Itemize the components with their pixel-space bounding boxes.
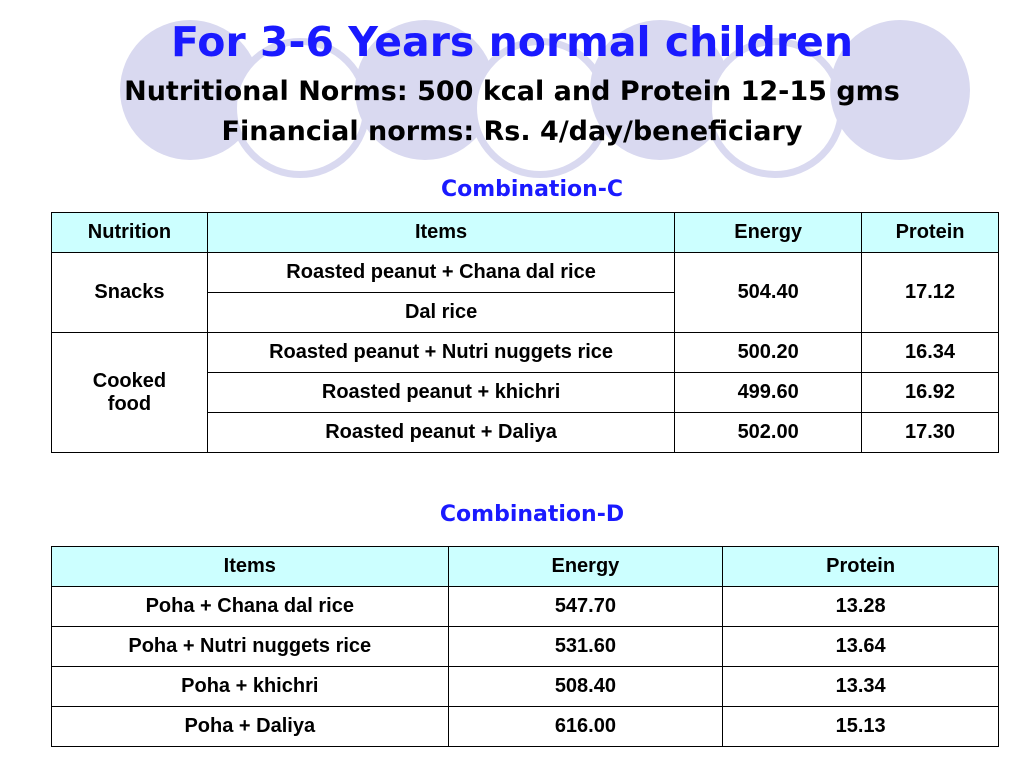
table-row: Snacks Roasted peanut + Chana dal rice 5… <box>51 252 999 333</box>
nutrition-cell: Snacks <box>51 252 208 333</box>
protein-cell: 16.34 <box>861 332 999 373</box>
table-row: Dal rice <box>52 292 999 333</box>
combination-c-heading: Combination-C <box>440 177 624 202</box>
financial-norms: Financial norms: Rs. 4/day/beneficiary <box>221 116 803 147</box>
page-title: For 3-6 Years normal children <box>170 18 854 66</box>
table-row: Roasted peanut + Daliya 502.00 17.30 <box>52 412 999 453</box>
protein-cell: 13.34 <box>722 666 999 707</box>
item-cell: Roasted peanut + Chana dal rice <box>206 252 676 293</box>
item-cell: Poha + Nutri nuggets rice <box>51 626 449 667</box>
item-cell: Poha + khichri <box>51 666 449 707</box>
item-cell: Roasted peanut + khichri <box>206 372 676 413</box>
protein-cell: 16.92 <box>861 372 999 413</box>
column-header: Items <box>206 212 676 253</box>
nutritional-norms: Nutritional Norms: 500 kcal and Protein … <box>124 76 900 107</box>
table-row: Poha + Chana dal rice 547.70 13.28 <box>51 586 999 627</box>
energy-cell: 508.40 <box>447 666 724 707</box>
energy-cell: 500.20 <box>674 332 863 373</box>
combination-d-heading: Combination-D <box>439 502 625 527</box>
table-row: Poha + khichri 508.40 13.34 <box>51 666 999 707</box>
column-header: Energy <box>447 546 724 587</box>
decor-ring <box>230 38 370 178</box>
table-row: Poha + Daliya 616.00 15.13 <box>51 706 999 747</box>
column-header: Items <box>51 546 449 587</box>
protein-cell: 13.28 <box>722 586 999 627</box>
table-header-row: Nutrition Items Energy Protein <box>51 212 999 253</box>
energy-cell: 502.00 <box>674 412 863 453</box>
energy-cell: 504.40 <box>674 252 863 333</box>
energy-cell: 499.60 <box>674 372 863 413</box>
item-cell: Poha + Daliya <box>51 706 449 747</box>
protein-cell: 17.12 <box>861 252 999 333</box>
table-row: Cooked food Roasted peanut + Nutri nugge… <box>51 332 999 453</box>
column-header: Protein <box>722 546 999 587</box>
protein-cell: 17.30 <box>861 412 999 453</box>
item-cell: Roasted peanut + Daliya <box>206 412 676 453</box>
nutrition-label-line: Cooked <box>92 369 167 392</box>
energy-cell: 616.00 <box>447 706 724 747</box>
combination-d-table: Items Energy Protein Poha + Chana dal ri… <box>51 546 999 747</box>
nutrition-cell: Cooked food <box>51 332 208 453</box>
item-cell: Dal rice <box>206 292 676 333</box>
protein-cell: 15.13 <box>722 706 999 747</box>
column-header: Energy <box>674 212 863 253</box>
column-header: Nutrition <box>51 212 208 253</box>
table-header-row: Items Energy Protein <box>51 546 999 587</box>
energy-cell: 547.70 <box>447 586 724 627</box>
decor-circle <box>830 20 970 160</box>
column-header: Protein <box>861 212 999 253</box>
item-cell: Roasted peanut + Nutri nuggets rice <box>206 332 676 373</box>
nutrition-label-line: food <box>107 392 152 415</box>
item-cell: Poha + Chana dal rice <box>51 586 449 627</box>
combination-c-table: Nutrition Items Energy Protein Snacks Ro… <box>51 212 999 453</box>
table-row: Poha + Nutri nuggets rice 531.60 13.64 <box>51 626 999 667</box>
protein-cell: 13.64 <box>722 626 999 667</box>
energy-cell: 531.60 <box>447 626 724 667</box>
